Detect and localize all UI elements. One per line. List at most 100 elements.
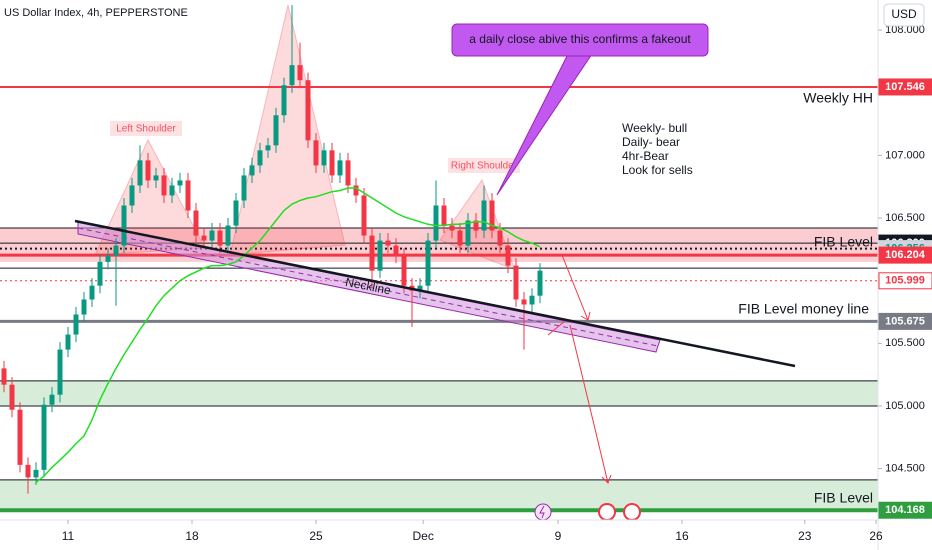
candle-body <box>121 205 127 246</box>
fib-level-label: FIB Level <box>814 490 873 506</box>
candle-body <box>177 180 183 186</box>
x-tick-label: 26 <box>869 529 883 543</box>
right-shoulder-box <box>448 158 520 173</box>
level-label: 105.999 <box>885 275 925 287</box>
projection-arrows <box>547 254 612 484</box>
level-label-box <box>878 501 932 519</box>
candle-body <box>241 175 247 201</box>
note: Weekly- bull <box>622 121 687 135</box>
left-shoulder-box <box>110 121 182 136</box>
x-tick-label: 16 <box>675 529 689 543</box>
x-tick-label: 23 <box>798 529 812 543</box>
candle-body <box>385 240 391 246</box>
y-tick-label: 105.500 <box>885 337 925 349</box>
level-label: 104.168 <box>885 504 925 516</box>
level-label-box <box>878 78 932 96</box>
candle-body <box>201 235 207 241</box>
candle-body <box>137 160 143 186</box>
candle-body <box>273 115 279 146</box>
candle-body <box>81 299 87 315</box>
candle-body <box>169 185 175 196</box>
candle-body <box>321 150 327 166</box>
candle-body <box>265 145 271 151</box>
head-shape <box>229 4 346 256</box>
candle-body <box>529 295 535 305</box>
candle-body <box>17 409 23 465</box>
currency-button[interactable] <box>883 3 925 27</box>
candle-body <box>377 240 383 271</box>
candle-body <box>353 185 359 196</box>
candle-body <box>393 245 399 256</box>
time-axis <box>0 520 878 550</box>
candle-body <box>457 230 463 246</box>
event-icon[interactable] <box>534 503 552 521</box>
candle-body <box>73 314 79 335</box>
candle-body <box>521 299 527 305</box>
arrow <box>569 324 609 484</box>
level-label-box <box>878 246 932 264</box>
chart-title: US Dollar Index, 4h, PEPPERSTONE <box>4 7 188 19</box>
axis-labels: 107.546106.300106.256106.204105.999105.6… <box>878 78 932 519</box>
candle-body <box>401 255 407 286</box>
candle-body <box>129 185 135 206</box>
candle-body <box>297 65 303 81</box>
candle-body <box>481 200 487 231</box>
arrowhead <box>580 311 591 321</box>
arrowhead <box>601 474 612 484</box>
zone <box>0 479 878 510</box>
x-tick-label: 25 <box>309 529 323 543</box>
money-line-label: FIB Level money line <box>738 301 869 317</box>
level-label: 107.546 <box>885 81 925 93</box>
event-icon[interactable] <box>598 503 616 521</box>
candle-body <box>33 469 39 478</box>
neckline <box>74 219 796 368</box>
event-icon-glyph <box>539 505 545 519</box>
candle-body <box>305 80 311 141</box>
candle-body <box>465 220 471 246</box>
candle-body <box>417 285 423 291</box>
x-tick-label: 18 <box>185 529 199 543</box>
level-label-box <box>878 272 932 290</box>
level-label-box <box>878 312 932 330</box>
candle-body <box>249 165 255 176</box>
candle-body <box>257 150 263 166</box>
candle-body <box>337 160 343 176</box>
x-tick-label: Dec <box>413 529 434 543</box>
weekly-hh-label: Weekly HH <box>803 90 873 106</box>
candle-body <box>361 195 367 236</box>
level-label: 105.675 <box>885 315 925 327</box>
note: Look for sells <box>622 163 693 177</box>
candle-body <box>25 464 31 478</box>
candle-body <box>225 225 231 246</box>
y-tick-label: 105.000 <box>885 400 925 412</box>
zones <box>0 228 878 510</box>
candle-body <box>329 150 335 176</box>
y-tick-label: 104.500 <box>885 463 925 475</box>
arrow <box>561 254 589 321</box>
candles <box>1 5 543 494</box>
candle-body <box>537 270 543 296</box>
callout-box <box>451 23 709 57</box>
candle-body <box>209 230 215 241</box>
candle-body <box>145 160 151 181</box>
candle-body <box>505 245 511 266</box>
y-tick-label: 107.000 <box>885 149 925 161</box>
callout-text: a daily close abive this confirms a fake… <box>469 32 691 46</box>
candle-body <box>289 65 295 86</box>
x-tick-label: 11 <box>62 529 75 543</box>
level-label: 106.204 <box>885 249 926 261</box>
candle-body <box>233 200 239 226</box>
note: Daily- bear <box>622 135 680 149</box>
note: 4hr-Bear <box>622 149 669 163</box>
left-shoulder-label: Left Shoulder <box>116 124 176 135</box>
candle-body <box>513 265 519 300</box>
candle-body <box>433 205 439 241</box>
candle-body <box>65 334 71 350</box>
x-tick-label: 9 <box>555 529 562 543</box>
event-icon[interactable] <box>623 503 641 521</box>
right-shoulder-label: Right Shoulder <box>451 161 518 172</box>
axis-ticks: 108.000 107.000 106.500 105.500 105.000 104.5… <box>62 24 925 543</box>
candle-body <box>449 225 455 231</box>
